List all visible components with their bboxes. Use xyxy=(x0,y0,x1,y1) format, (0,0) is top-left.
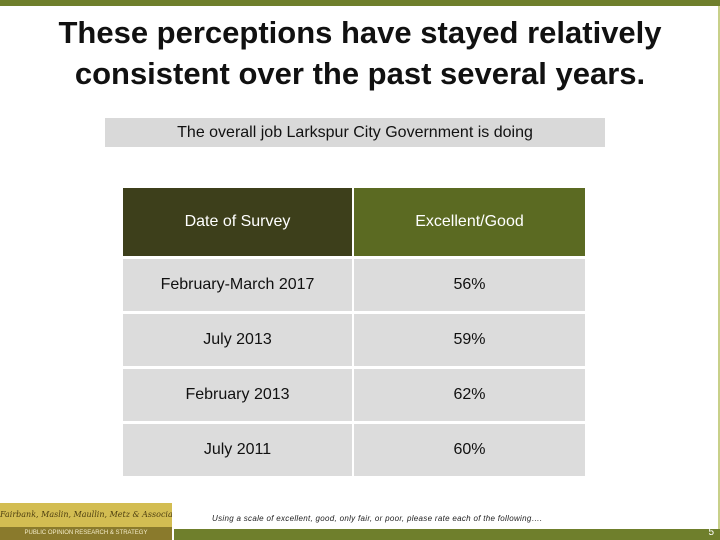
page-number: 5 xyxy=(708,527,714,538)
excellent-good-value-cell: 56% xyxy=(354,259,585,311)
fm3-logo-tagline: PUBLIC OPINION RESEARCH & STRATEGY xyxy=(0,527,172,540)
header-excellent-good: Excellent/Good xyxy=(354,188,585,256)
fm3-logo: Fairbank, Maslin, Maullin, Metz & Associ… xyxy=(0,503,172,540)
survey-date-cell: February 2013 xyxy=(123,369,354,421)
top-accent-bar xyxy=(0,0,720,6)
survey-date-cell: February-March 2017 xyxy=(123,259,354,311)
right-accent-rail xyxy=(718,6,720,540)
table-header-row: Date of Survey Excellent/Good xyxy=(123,188,585,256)
slide-title-line-2: consistent over the past several years. xyxy=(74,56,646,91)
table-row: July 2011 60% xyxy=(123,424,585,476)
slide-title: These perceptions have stayed relatively… xyxy=(20,12,700,94)
table-row: July 2013 59% xyxy=(123,314,585,366)
excellent-good-value-cell: 59% xyxy=(354,314,585,366)
question-subtitle: The overall job Larkspur City Government… xyxy=(105,118,605,147)
bottom-accent-bar xyxy=(174,529,720,540)
table-row: February-March 2017 56% xyxy=(123,259,585,311)
question-footnote: Using a scale of excellent, good, only f… xyxy=(212,514,543,523)
excellent-good-value-cell: 60% xyxy=(354,424,585,476)
header-date-of-survey: Date of Survey xyxy=(123,188,354,256)
table-row: February 2013 62% xyxy=(123,369,585,421)
excellent-good-value-cell: 62% xyxy=(354,369,585,421)
slide-title-line-1: These perceptions have stayed relatively xyxy=(58,15,662,50)
survey-date-cell: July 2011 xyxy=(123,424,354,476)
fm3-logo-name: Fairbank, Maslin, Maullin, Metz & Associ… xyxy=(0,503,172,527)
survey-date-cell: July 2013 xyxy=(123,314,354,366)
survey-table: Date of Survey Excellent/Good February-M… xyxy=(123,188,585,476)
